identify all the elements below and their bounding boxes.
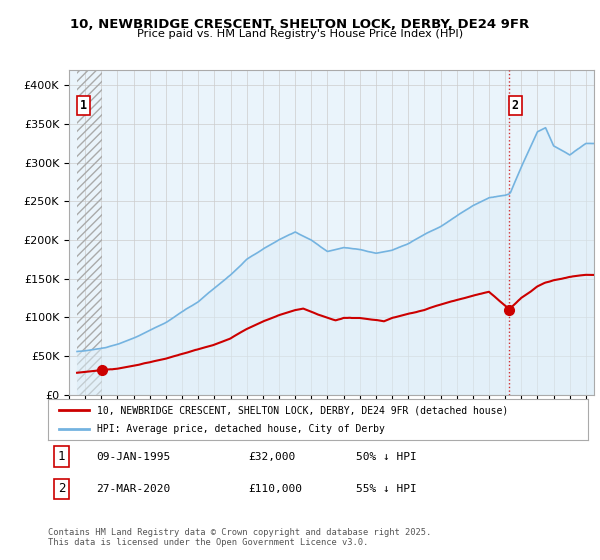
Text: 55% ↓ HPI: 55% ↓ HPI: [356, 484, 416, 494]
Text: £32,000: £32,000: [248, 451, 295, 461]
Text: £110,000: £110,000: [248, 484, 302, 494]
Bar: [77, 70, 102, 395]
Text: Contains HM Land Registry data © Crown copyright and database right 2025.
This d: Contains HM Land Registry data © Crown c…: [48, 528, 431, 547]
Text: Price paid vs. HM Land Registry's House Price Index (HPI): Price paid vs. HM Land Registry's House …: [137, 29, 463, 39]
Text: 1: 1: [58, 450, 65, 463]
Text: 27-MAR-2020: 27-MAR-2020: [97, 484, 171, 494]
Text: 2: 2: [58, 482, 65, 495]
Text: 09-JAN-1995: 09-JAN-1995: [97, 451, 171, 461]
Text: 10, NEWBRIDGE CRESCENT, SHELTON LOCK, DERBY, DE24 9FR: 10, NEWBRIDGE CRESCENT, SHELTON LOCK, DE…: [70, 18, 530, 31]
Text: 50% ↓ HPI: 50% ↓ HPI: [356, 451, 416, 461]
Text: 1: 1: [80, 99, 88, 112]
Text: 2: 2: [511, 99, 518, 112]
Text: 10, NEWBRIDGE CRESCENT, SHELTON LOCK, DERBY, DE24 9FR (detached house): 10, NEWBRIDGE CRESCENT, SHELTON LOCK, DE…: [97, 405, 508, 415]
Text: HPI: Average price, detached house, City of Derby: HPI: Average price, detached house, City…: [97, 424, 385, 433]
